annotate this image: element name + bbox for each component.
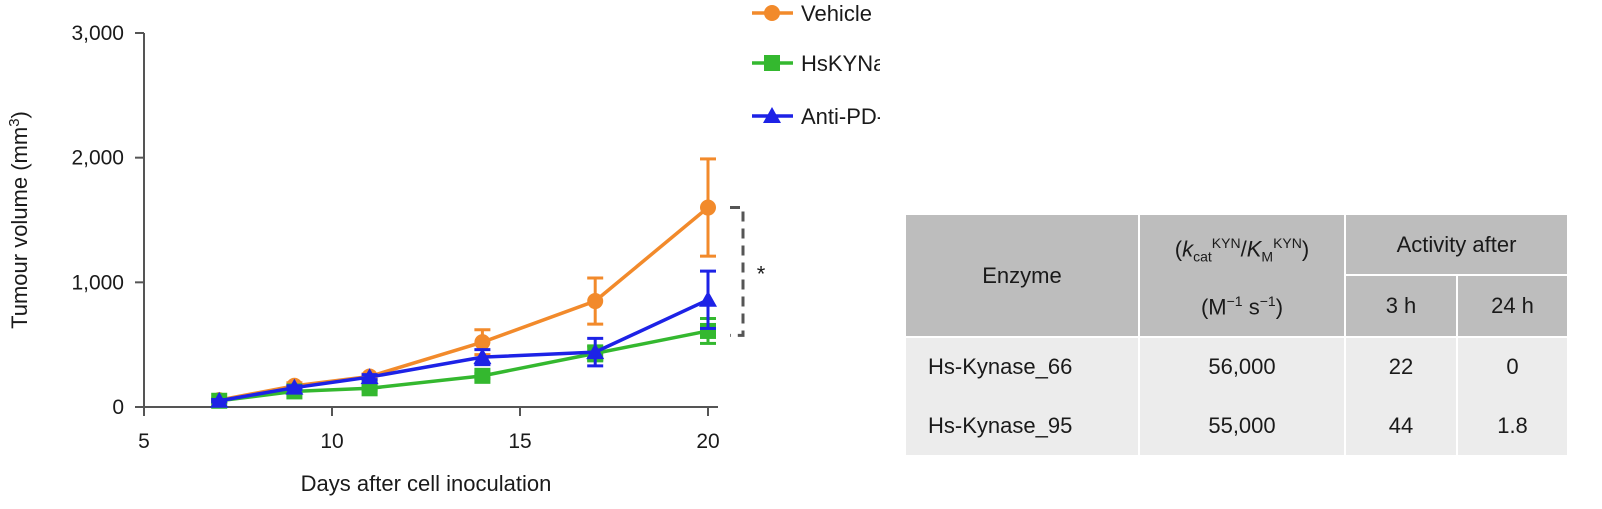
- y-tick-label: 1,000: [71, 271, 124, 294]
- formula-slash: /: [1240, 236, 1247, 262]
- x-tick-label: 5: [138, 430, 150, 453]
- kcat-symbol: k: [1182, 236, 1194, 262]
- significance-star: *: [757, 261, 766, 286]
- cell-activity-24h: 1.8: [1456, 396, 1569, 455]
- kcat-superscript: KYN: [1211, 235, 1241, 252]
- series-triangle: [210, 269, 717, 408]
- cell-activity-3h: 22: [1344, 337, 1458, 396]
- y-axis-title-sup: 3: [6, 118, 23, 126]
- cell-activity-24h: 0: [1456, 337, 1569, 396]
- header-activity-after: Activity after: [1344, 213, 1569, 276]
- chart-series: [210, 157, 717, 409]
- series-line: [218, 206, 710, 402]
- significance-bracket: [730, 206, 745, 337]
- tumour-volume-chart: 5 10 15 20 0 1,000 2,000 3,000 Days after cell i…: [6, 1, 880, 496]
- chart-axes: 5 10 15 20 0 1,000 2,000 3,000 Days after cell i…: [6, 22, 720, 496]
- data-point: [210, 391, 229, 408]
- km-symbol: K: [1246, 236, 1262, 262]
- series-circle: [211, 157, 716, 409]
- table-row: Hs-Kynase_66 56,000 22 0: [904, 337, 1569, 396]
- units-s-exp: −1: [1259, 293, 1276, 310]
- cell-enzyme: Hs-Kynase_95: [904, 396, 1140, 455]
- enzyme-activity-table: Enzyme (kcatKYN/KMKYN) (M−1 s−1) Activit…: [904, 213, 1569, 455]
- data-point: [699, 290, 717, 307]
- y-tick-label: 3,000: [71, 22, 124, 45]
- header-kcat-km-formula: (kcatKYN/KMKYN): [1174, 235, 1310, 266]
- x-tick-label: 10: [320, 430, 343, 453]
- enzyme-activity-table-container: Enzyme (kcatKYN/KMKYN) (M−1 s−1) Activit…: [904, 213, 1569, 455]
- legend-label: HsKYNase_95: [801, 51, 880, 76]
- legend-marker: [763, 107, 781, 123]
- data-point: [361, 380, 378, 397]
- units-m: M: [1208, 294, 1227, 320]
- x-axis-title: Days after cell inoculation: [301, 471, 552, 496]
- data-point: [700, 199, 716, 216]
- legend-marker: [764, 5, 780, 21]
- data-point: [700, 322, 716, 339]
- significance-annotation: *: [730, 206, 766, 337]
- cell-activity-3h: 44: [1344, 396, 1458, 455]
- header-24h: 24 h: [1456, 274, 1569, 338]
- header-kcat-km: (kcatKYN/KMKYN) (M−1 s−1): [1138, 213, 1346, 338]
- data-point: [474, 367, 491, 384]
- data-point: [473, 348, 492, 365]
- y-tick-label: 2,000: [71, 147, 124, 170]
- km-superscript: KYN: [1273, 235, 1302, 252]
- km-subscript: M: [1261, 249, 1274, 266]
- cell-kcat-km: 56,000: [1138, 337, 1346, 396]
- y-axis-title-main: Tumour volume (mm: [7, 127, 32, 329]
- y-axis-title: Tumour volume (mm3): [6, 111, 32, 329]
- header-enzyme: Enzyme: [904, 213, 1140, 338]
- units-s: s: [1242, 294, 1260, 320]
- data-point: [474, 334, 491, 351]
- data-point: [586, 343, 605, 360]
- cell-kcat-km: 55,000: [1138, 396, 1346, 455]
- legend-marker: [764, 55, 780, 71]
- x-tick-label: 15: [508, 430, 531, 453]
- units-m-exp: −1: [1226, 293, 1243, 310]
- legend-label: Anti-PD-1: [801, 104, 880, 129]
- data-point: [587, 293, 604, 310]
- kcat-subscript: cat: [1193, 249, 1212, 266]
- chart-legend: Vehicle HsKYNase_95 Anti-PD-1: [752, 1, 880, 129]
- legend-label: Vehicle: [801, 1, 872, 26]
- y-axis-title-end: ): [7, 111, 32, 118]
- header-3h: 3 h: [1344, 274, 1458, 338]
- y-tick-label: 0: [112, 396, 124, 419]
- data-point: [285, 378, 304, 395]
- x-tick-label: 20: [696, 430, 719, 453]
- table-row: Hs-Kynase_95 55,000 44 1.8: [904, 396, 1569, 455]
- data-point: [360, 368, 379, 385]
- series-line: [218, 298, 709, 403]
- series-line: [218, 329, 709, 403]
- cell-enzyme: Hs-Kynase_66: [904, 337, 1140, 396]
- header-kcat-km-units: (M−1 s−1): [1200, 293, 1284, 320]
